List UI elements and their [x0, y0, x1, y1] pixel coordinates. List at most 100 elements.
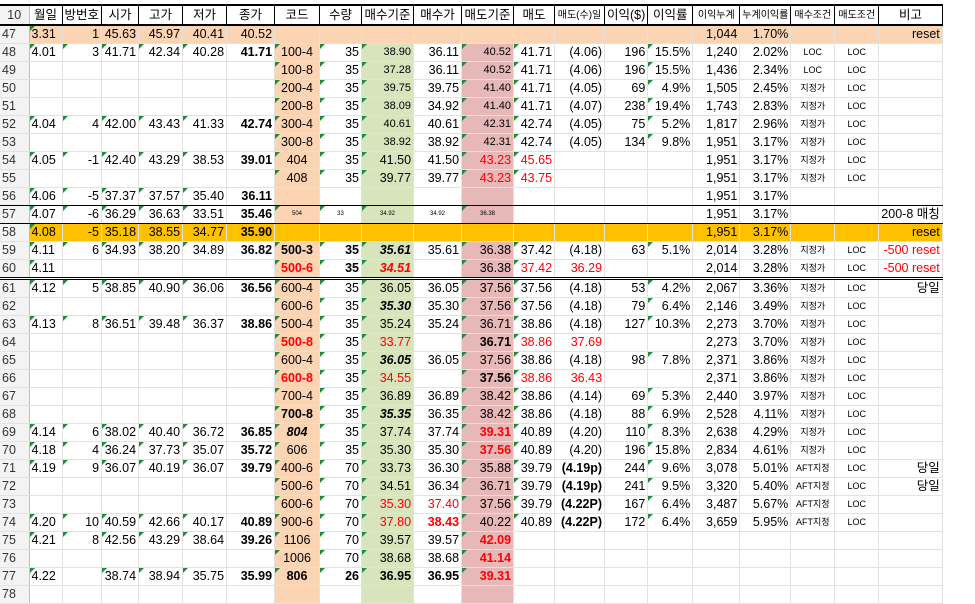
cell-remark[interactable]	[878, 351, 943, 370]
cell-profit[interactable]	[604, 25, 649, 44]
cell-open[interactable]: 40.59	[101, 513, 140, 532]
cell-close[interactable]	[226, 97, 276, 116]
cell-room-number[interactable]: 8	[62, 531, 103, 550]
cell-sell-basis[interactable]: 40.52	[461, 43, 515, 62]
cell-date[interactable]	[28, 133, 63, 152]
cell-high[interactable]	[138, 297, 184, 316]
cell-quantity[interactable]: 35	[319, 423, 363, 442]
cell-sell-date[interactable]: (4.05)	[554, 115, 606, 134]
cell-profit-rate[interactable]: 7.8%	[647, 351, 694, 370]
cell-high[interactable]: 43.29	[138, 531, 184, 550]
cell-quantity[interactable]: 35	[319, 441, 363, 460]
cell-open[interactable]	[101, 477, 140, 496]
cell-profit-total[interactable]: 1,951	[692, 151, 741, 170]
cell-buy-condition[interactable]: AFT지정	[790, 513, 836, 532]
cell-high[interactable]	[138, 549, 184, 568]
cell-profit-rate[interactable]: 8.3%	[647, 423, 694, 442]
cell-profit[interactable]: 53	[604, 278, 649, 298]
cell-profit-rate[interactable]	[647, 259, 694, 280]
cell-sell-date[interactable]: (4.18)	[554, 315, 606, 334]
cell-cumulative-rate[interactable]: 3.17%	[739, 223, 792, 242]
cell-code[interactable]: 600-6	[274, 297, 321, 316]
cell-sell[interactable]: 41.71	[513, 43, 556, 62]
cell-remark[interactable]: 당일	[878, 278, 943, 298]
cell-sell-date[interactable]: 36.29	[554, 259, 606, 280]
cell-quantity[interactable]: 35	[319, 133, 363, 152]
cell-room-number[interactable]	[62, 259, 103, 280]
cell-date[interactable]: 4.13	[28, 315, 63, 334]
cell-profit-total[interactable]: 3,320	[692, 477, 741, 496]
cell-sell-date[interactable]	[554, 549, 606, 568]
cell-buy-condition[interactable]: 지정가	[790, 315, 836, 334]
cell-sell-basis[interactable]: 36.38	[461, 241, 515, 260]
cell-remark[interactable]	[878, 333, 943, 352]
header-row-number[interactable]: 10	[0, 4, 30, 26]
cell-open[interactable]	[101, 297, 140, 316]
cell-high[interactable]: 40.19	[138, 459, 184, 478]
cell-open[interactable]	[101, 549, 140, 568]
header-buy-basis[interactable]: 매수기준	[361, 4, 415, 26]
cell-low[interactable]	[182, 495, 228, 514]
cell-profit[interactable]: 63	[604, 241, 649, 260]
cell-buy-price[interactable]: 34.92	[413, 97, 463, 116]
cell-open[interactable]	[101, 585, 140, 604]
cell-sell-condition[interactable]: LOC	[834, 477, 880, 496]
header-low[interactable]: 저가	[182, 4, 228, 26]
cell-high[interactable]: 37.73	[138, 441, 184, 460]
cell-sell-basis[interactable]	[461, 187, 515, 206]
cell-sell-date[interactable]: (4.06)	[554, 43, 606, 62]
cell-buy-condition[interactable]	[790, 585, 836, 604]
cell-profit-rate[interactable]: 4.2%	[647, 278, 694, 298]
cell-quantity[interactable]: 35	[319, 297, 363, 316]
cell-profit[interactable]: 238	[604, 97, 649, 116]
cell-remark[interactable]	[878, 187, 943, 206]
cell-cumulative-rate[interactable]: 4.11%	[739, 405, 792, 424]
cell-close[interactable]	[226, 369, 276, 388]
cell-buy-price[interactable]: 41.50	[413, 151, 463, 170]
cell-low[interactable]	[182, 549, 228, 568]
cell-sell-date[interactable]: (4.18)	[554, 297, 606, 316]
cell-close[interactable]	[226, 549, 276, 568]
cell-room-number[interactable]	[62, 133, 103, 152]
cell-remark[interactable]	[878, 495, 943, 514]
cell-profit-total[interactable]: 2,273	[692, 333, 741, 352]
cell-low[interactable]: 35.07	[182, 441, 228, 460]
cell-room-number[interactable]	[62, 477, 103, 496]
cell-buy-price[interactable]: 35.24	[413, 315, 463, 334]
cell-cumulative-rate[interactable]: 3.17%	[739, 205, 792, 224]
header-sell-date[interactable]: 매도(수)일	[554, 4, 606, 26]
cell-sell[interactable]: 40.89	[513, 423, 556, 442]
cell-profit-total[interactable]: 3,078	[692, 459, 741, 478]
cell-profit[interactable]	[604, 567, 649, 586]
header-code[interactable]: 코드	[274, 4, 321, 26]
cell-room-number[interactable]	[62, 169, 103, 188]
cell-cumulative-rate[interactable]: 5.67%	[739, 495, 792, 514]
cell-buy-price[interactable]: 36.11	[413, 43, 463, 62]
cell-sell[interactable]: 39.79	[513, 495, 556, 514]
cell-sell-condition[interactable]: LOC	[834, 387, 880, 406]
cell-cumulative-rate[interactable]: 3.97%	[739, 387, 792, 406]
cell-buy-condition[interactable]: 지정가	[790, 259, 836, 280]
cell-cumulative-rate[interactable]: 2.45%	[739, 79, 792, 98]
cell-low[interactable]: 35.75	[182, 567, 228, 586]
cell-remark[interactable]	[878, 423, 943, 442]
cell-sell-condition[interactable]: LOC	[834, 151, 880, 170]
cell-date[interactable]: 4.05	[28, 151, 63, 170]
cell-low[interactable]: 40.41	[182, 25, 228, 44]
cell-buy-basis[interactable]: 38.90	[361, 43, 415, 62]
cell-high[interactable]: 37.57	[138, 187, 184, 206]
cell-high[interactable]: 38.94	[138, 567, 184, 586]
cell-buy-price[interactable]: 36.34	[413, 477, 463, 496]
cell-profit-rate[interactable]: 6.9%	[647, 405, 694, 424]
cell-quantity[interactable]: 35	[319, 259, 363, 280]
cell-profit[interactable]: 69	[604, 79, 649, 98]
cell-high[interactable]	[138, 259, 184, 280]
cell-profit[interactable]: 79	[604, 297, 649, 316]
cell-profit[interactable]: 196	[604, 43, 649, 62]
header-cumulative-rate[interactable]: 누계이익률	[739, 4, 792, 26]
cell-open[interactable]	[101, 79, 140, 98]
cell-buy-price[interactable]: 38.43	[413, 513, 463, 532]
cell-buy-price[interactable]	[413, 187, 463, 206]
row-header[interactable]: 70	[0, 441, 30, 460]
cell-buy-price[interactable]	[413, 259, 463, 280]
